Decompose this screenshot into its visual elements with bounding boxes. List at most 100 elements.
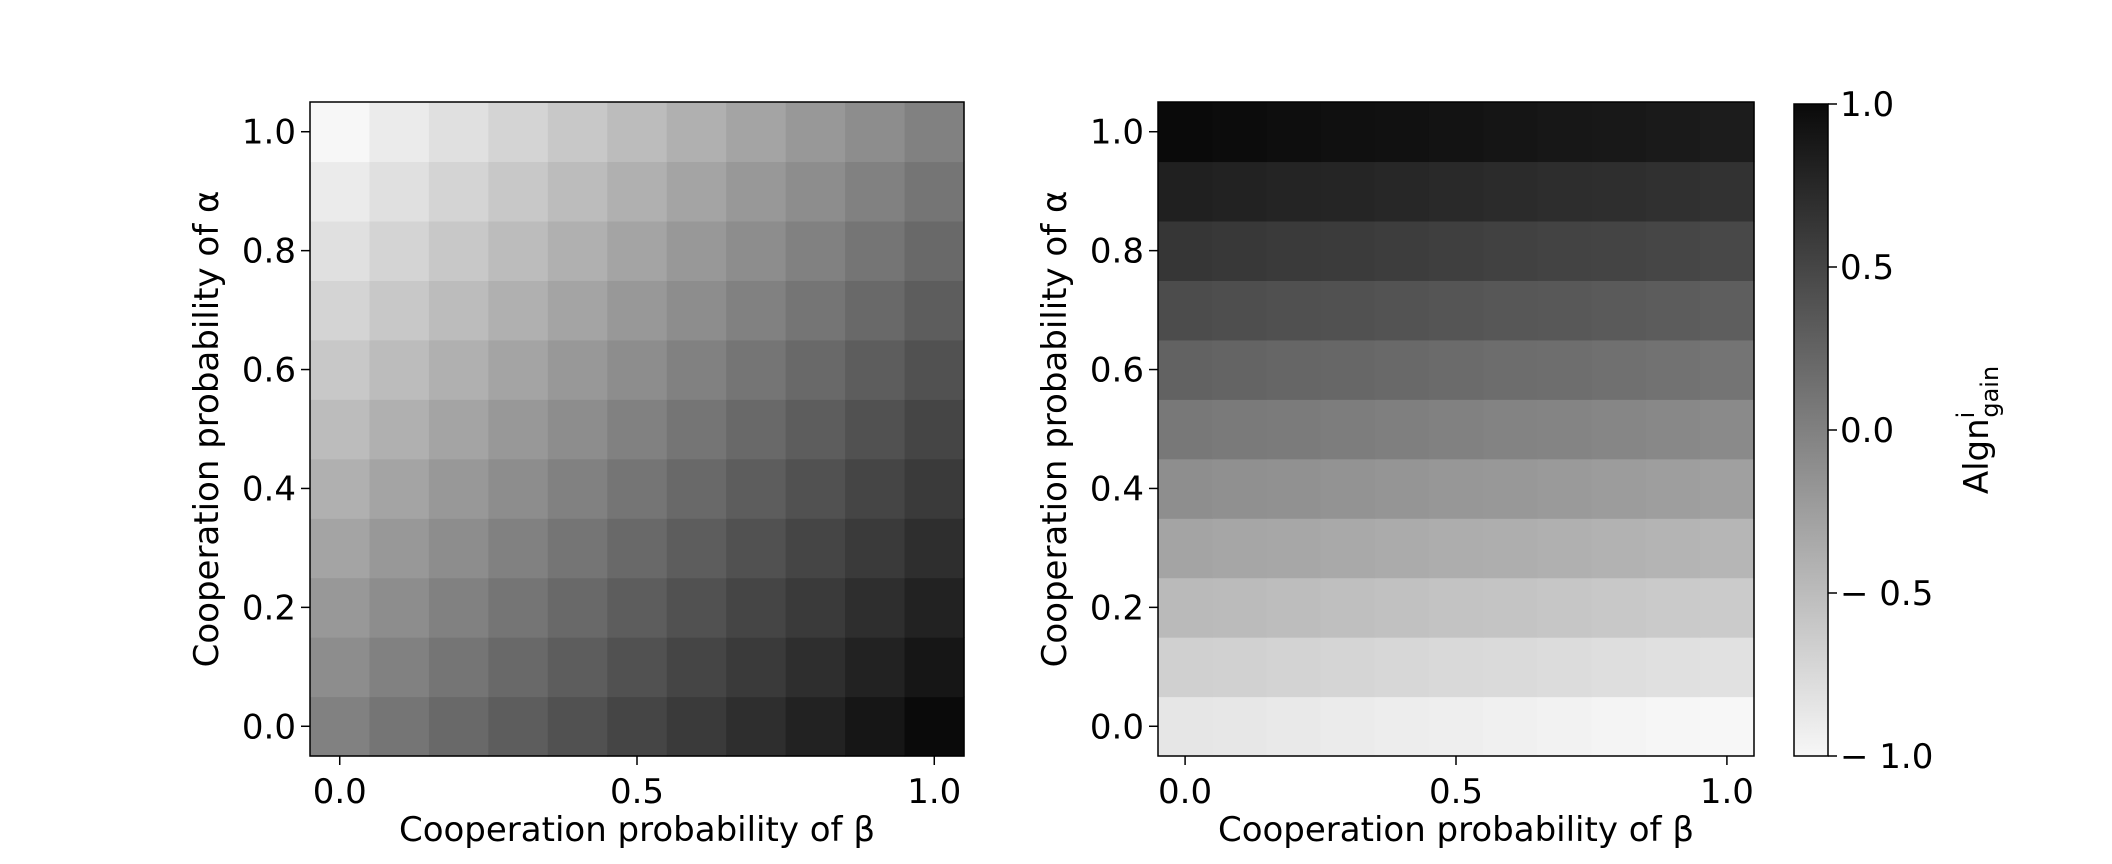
heatmap-right-xtick-label: 1.0 xyxy=(1700,772,1754,812)
heatmap-right-cell xyxy=(1320,577,1376,638)
heatmap-right-cell xyxy=(1645,280,1701,341)
heatmap-left-cell xyxy=(547,577,608,638)
heatmap-right-cell xyxy=(1537,577,1593,638)
heatmap-right-cell xyxy=(1591,220,1647,281)
heatmap-right-cell xyxy=(1645,220,1701,281)
heatmap-left-cell xyxy=(904,696,965,757)
heatmap-right-cell xyxy=(1645,161,1701,222)
heatmap-left-cell xyxy=(845,280,906,341)
heatmap-right-cell xyxy=(1537,518,1593,579)
heatmap-right-cell xyxy=(1266,280,1322,341)
heatmap-right-cell xyxy=(1428,577,1484,638)
colorbar: 1.0 0.5 0.0 − 0.5 − 1.0 Algnigain xyxy=(1793,85,2004,777)
heatmap-right-cell xyxy=(1266,102,1322,163)
heatmap-right-cell xyxy=(1483,220,1538,281)
heatmap-right-cell xyxy=(1645,399,1701,460)
heatmap-right-cell xyxy=(1537,339,1593,400)
heatmap-left-cell xyxy=(488,637,549,698)
heatmap-left-cell xyxy=(904,399,965,460)
heatmap-right-cell xyxy=(1537,102,1593,163)
heatmap-right-cell xyxy=(1428,280,1484,341)
heatmap-right-cell xyxy=(1483,102,1538,163)
heatmap-left-cell xyxy=(666,220,727,281)
heatmap-left-xtick-label: 1.0 xyxy=(907,772,961,812)
heatmap-left-cell xyxy=(904,518,965,579)
heatmap-right-cell xyxy=(1699,339,1755,400)
heatmap-left-cell xyxy=(845,102,906,163)
heatmap-left-cell xyxy=(666,696,727,757)
heatmap-left-ytick-label: 0.0 xyxy=(242,707,296,747)
heatmap-right-cell xyxy=(1645,577,1701,638)
heatmap-left-cell xyxy=(607,518,668,579)
heatmap-right-cell xyxy=(1483,696,1538,757)
heatmap-left-cell xyxy=(488,220,549,281)
heatmap-right-cell xyxy=(1266,696,1322,757)
heatmap-right-cell xyxy=(1266,399,1322,460)
heatmap-left-cell xyxy=(607,102,668,163)
heatmap-right-cell xyxy=(1428,102,1484,163)
heatmap-left-cell xyxy=(310,220,371,281)
heatmap-left-cell xyxy=(845,399,906,460)
heatmap-left-cell xyxy=(845,577,906,638)
heatmap-right-x-axis: 0.0 0.5 1.0 xyxy=(1158,756,1754,812)
heatmap-right-cell xyxy=(1320,102,1376,163)
colorbar-label-sup: i xyxy=(1952,412,1980,419)
heatmap-right-cell xyxy=(1483,280,1538,341)
heatmap-left-cell xyxy=(547,280,608,341)
heatmap-right-cell xyxy=(1537,280,1593,341)
heatmap-left-cell xyxy=(845,637,906,698)
heatmap-left-cell xyxy=(785,399,846,460)
heatmap-left-ytick-label: 1.0 xyxy=(242,113,296,153)
heatmap-right-cell xyxy=(1320,280,1376,341)
heatmap-left-cell xyxy=(310,399,371,460)
heatmap-left-cell xyxy=(666,518,727,579)
heatmap-right-cell xyxy=(1320,637,1376,698)
heatmap-right-cell xyxy=(1537,458,1593,519)
heatmap-left-cell xyxy=(488,339,549,400)
heatmap-left-cell xyxy=(904,220,965,281)
heatmap-left-cell xyxy=(726,518,787,579)
heatmap-right-cell xyxy=(1158,280,1213,341)
heatmap-left-cell xyxy=(785,161,846,222)
colorbar-tick-label: 1.0 xyxy=(1840,85,1894,125)
heatmap-right-ytick-label: 1.0 xyxy=(1090,113,1144,153)
heatmap-right-cell xyxy=(1645,102,1701,163)
heatmap-left-cell xyxy=(547,220,608,281)
heatmap-left-xtick-label: 0.0 xyxy=(313,772,367,812)
heatmap-left-ytick-label: 0.8 xyxy=(242,232,296,272)
colorbar-label: Algnigain xyxy=(1952,366,2004,494)
heatmap-left-cell xyxy=(428,577,489,638)
heatmap-left-cell xyxy=(607,220,668,281)
heatmap-right-cell xyxy=(1212,696,1267,757)
heatmap-right-cell xyxy=(1212,399,1267,460)
heatmap-left-cell xyxy=(607,458,668,519)
heatmap-right-cell xyxy=(1428,696,1484,757)
heatmap-left-cell xyxy=(488,518,549,579)
heatmap-right-cell xyxy=(1699,161,1755,222)
heatmap-left-cell xyxy=(666,280,727,341)
heatmap-right-cell xyxy=(1699,102,1755,163)
heatmap-right-cell xyxy=(1374,458,1430,519)
heatmap-right-cell xyxy=(1158,458,1213,519)
heatmap-left-cell xyxy=(310,518,371,579)
colorbar-tick-label: 0.5 xyxy=(1840,248,1894,288)
heatmap-left: 0.0 0.2 0.4 0.6 0.8 1.0 0.0 0.5 1.0 Cooperation… xyxy=(187,101,965,850)
heatmap-right-cell xyxy=(1266,518,1322,579)
heatmap-right: 0.0 0.2 0.4 0.6 0.8 1.0 0.0 0.5 1.0 Cooperation… xyxy=(1035,101,1755,850)
heatmap-right-cell xyxy=(1537,696,1593,757)
heatmap-left-cell xyxy=(607,577,668,638)
heatmap-right-cell xyxy=(1428,637,1484,698)
heatmap-right-cell xyxy=(1374,577,1430,638)
heatmap-left-cell xyxy=(845,696,906,757)
heatmap-right-cell xyxy=(1699,518,1755,579)
heatmap-right-cell xyxy=(1158,161,1213,222)
heatmap-left-cell xyxy=(666,458,727,519)
heatmap-right-cell xyxy=(1212,518,1267,579)
heatmap-left-cell xyxy=(310,102,371,163)
heatmap-right-cell xyxy=(1212,102,1267,163)
heatmap-left-cell xyxy=(488,458,549,519)
heatmap-right-cell xyxy=(1158,220,1213,281)
heatmap-left-cell xyxy=(845,220,906,281)
heatmap-right-cell xyxy=(1699,220,1755,281)
heatmap-left-cell xyxy=(488,577,549,638)
